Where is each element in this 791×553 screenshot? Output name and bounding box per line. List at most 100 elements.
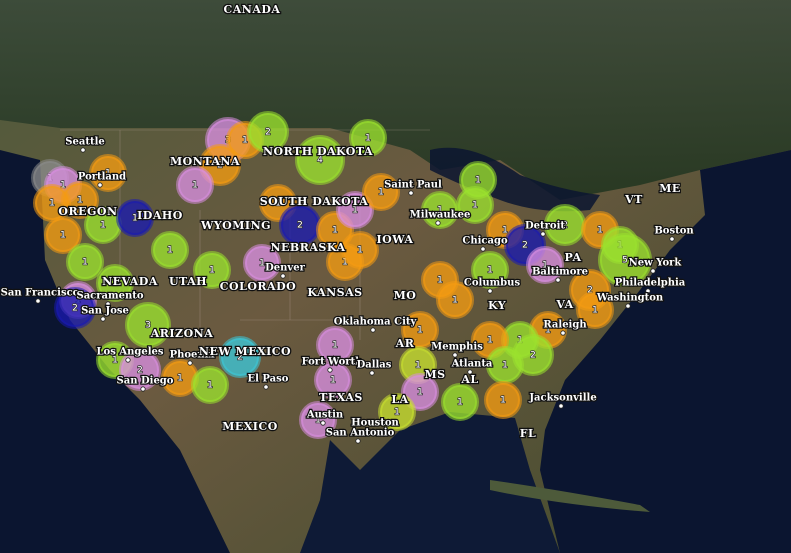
cluster-circle[interactable] [295,135,345,185]
clusters: 1111111111123121111232112411211111111112… [31,111,652,439]
city-label: New York [629,258,683,269]
cluster[interactable]: 1 [151,231,189,269]
cluster-circle[interactable] [243,244,281,282]
cluster-circle[interactable] [219,336,261,378]
cluster-circle[interactable] [191,366,229,404]
cluster[interactable]: 1 [193,251,231,289]
city-dot [327,367,333,373]
cluster-count: 1 [417,326,423,336]
cluster[interactable]: 1 [576,291,614,329]
cluster[interactable]: 2 [247,111,289,153]
cluster-circle[interactable] [116,199,154,237]
cluster[interactable]: 1 [191,366,229,404]
cluster[interactable]: 1 [341,231,379,269]
cluster[interactable]: 1 [456,186,494,224]
cluster[interactable]: 1 [471,251,509,289]
cluster-circle[interactable] [151,231,189,269]
cluster-circle[interactable] [96,264,134,302]
cluster[interactable]: 1 [526,246,564,284]
cluster[interactable]: 2 [219,336,261,378]
cluster[interactable]: 1 [336,191,374,229]
cluster-count: 2 [297,221,303,231]
cluster-circle[interactable] [247,111,289,153]
cluster-count: 1 [82,258,88,268]
cluster[interactable]: 1 [378,393,416,431]
cluster[interactable]: 3 [125,302,171,348]
cluster-circle[interactable] [193,251,231,289]
cluster[interactable]: 1 [486,346,524,384]
cluster-count: 1 [60,181,66,191]
region-label: PA [564,251,581,264]
cluster[interactable]: 2 [279,204,321,246]
cluster[interactable]: 1 [441,383,479,421]
cluster[interactable]: 1 [299,401,337,439]
city-label: San Jose [81,306,129,317]
cluster-count: 1 [332,226,338,236]
city-label: Atlanta [451,359,493,370]
cluster-circle[interactable] [299,401,337,439]
cluster[interactable]: 2 [54,287,96,329]
cluster-count: 1 [132,214,138,224]
cluster-count: 1 [487,336,493,346]
cluster[interactable]: 1 [349,119,387,157]
cluster-count: 1 [394,408,400,418]
cluster-circle[interactable] [471,251,509,289]
cluster[interactable]: 1 [66,243,104,281]
cluster[interactable]: 1 [176,166,214,204]
cluster-circle[interactable] [176,166,214,204]
cluster-circle[interactable] [441,383,479,421]
cluster[interactable]: 5 [598,233,652,287]
region-label: MEXICO [222,420,278,433]
city-dot [558,403,564,409]
city-label: Boston [654,226,694,237]
cluster[interactable]: 1 [243,244,281,282]
city-dot [452,352,458,358]
cluster-circle[interactable] [526,246,564,284]
city-label: Raleigh [543,320,587,331]
cluster[interactable]: 4 [295,135,345,185]
region-label: NEVADA [102,275,158,288]
cluster-circle[interactable] [336,191,374,229]
cluster-circle[interactable] [341,231,379,269]
cluster-circle[interactable] [598,233,652,287]
cluster[interactable]: 1 [401,311,439,349]
city-dot [97,182,103,188]
cluster[interactable]: 1 [484,381,522,419]
cluster-circle[interactable] [456,186,494,224]
cluster[interactable]: 1 [436,281,474,319]
cluster-circle[interactable] [66,243,104,281]
cluster-circle[interactable] [316,326,354,364]
cluster-count: 1 [112,356,118,366]
cluster-circle[interactable] [576,291,614,329]
cluster-circle[interactable] [362,173,400,211]
region-label: UTAH [169,275,207,288]
cluster-circle[interactable] [54,287,96,329]
cluster-count: 1 [415,361,421,371]
cluster-count: 1 [275,199,281,209]
cluster-circle[interactable] [436,281,474,319]
region-label: AR [395,337,415,350]
city-dot [105,301,111,307]
city-dot [408,190,414,196]
cluster[interactable]: 1 [316,326,354,364]
cluster[interactable]: 1 [96,264,134,302]
region-label: WYOMING [200,219,271,232]
cluster[interactable]: 1 [44,216,82,254]
cluster[interactable]: 1 [362,173,400,211]
cluster-circle[interactable] [61,181,99,219]
cluster-circle[interactable] [349,119,387,157]
cluster[interactable]: 1 [116,199,154,237]
region-label: IOWA [377,233,414,246]
cluster-circle[interactable] [44,216,82,254]
cluster-count: 2 [72,304,78,314]
region-label: CANADA [224,3,281,16]
cluster-circle[interactable] [378,393,416,431]
cluster-circle[interactable] [484,381,522,419]
cluster[interactable]: 1 [89,154,127,192]
cluster-circle[interactable] [125,302,171,348]
cluster-circle[interactable] [89,154,127,192]
cluster-count: 1 [502,361,508,371]
cuba [490,480,650,512]
cluster[interactable]: 1 [61,181,99,219]
city-dot [263,384,269,390]
